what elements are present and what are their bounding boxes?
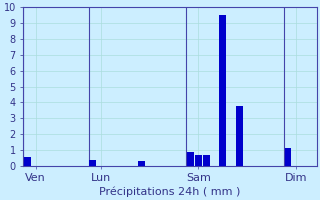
Bar — [236, 106, 243, 166]
Bar — [187, 152, 194, 166]
Bar — [220, 15, 226, 166]
Bar — [284, 148, 292, 166]
Bar — [24, 157, 31, 166]
Bar — [203, 155, 210, 166]
Bar — [195, 155, 202, 166]
X-axis label: Précipitations 24h ( mm ): Précipitations 24h ( mm ) — [99, 186, 241, 197]
Bar — [89, 160, 96, 166]
Bar — [138, 161, 145, 166]
